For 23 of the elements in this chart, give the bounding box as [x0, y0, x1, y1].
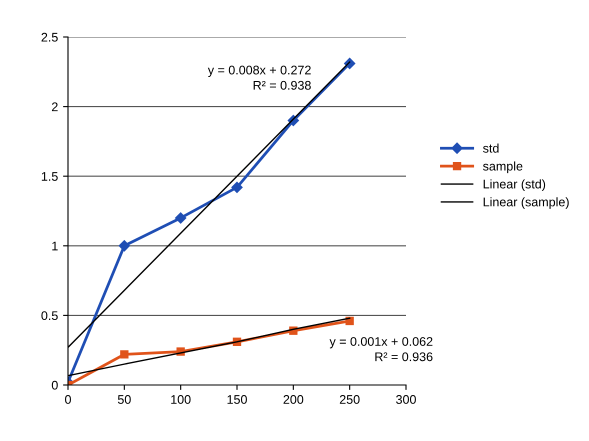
y-tick-label: 1 — [52, 242, 58, 250]
legend-label: sample — [483, 161, 522, 174]
y-tick-label: 1.5 — [42, 172, 58, 181]
x-tick-label: 0 — [65, 395, 71, 404]
legend-label: Linear (std) — [484, 179, 546, 191]
point — [120, 350, 128, 359]
point — [175, 212, 186, 224]
annotation: y = 0.001x + 0.062 R² = 0.936 — [330, 337, 432, 362]
y-tick-label: 0 — [52, 380, 58, 390]
x-tick-label: 250 — [340, 395, 360, 404]
x-tick-label: 200 — [284, 395, 304, 404]
annotation: y = 0.008x + 0.272 R² = 0.938 — [208, 66, 311, 90]
legend-label: std — [483, 144, 499, 153]
x-tick-label: 50 — [118, 395, 131, 404]
y-tick-label: 0.5 — [41, 311, 58, 320]
legend-label: Linear (sample) — [484, 197, 569, 209]
x-tick-label: 300 — [396, 395, 416, 404]
point — [118, 240, 130, 252]
x-tick-label: 150 — [228, 395, 247, 404]
y-tick-label: 2 — [52, 102, 58, 112]
y-tick-label: 2.5 — [42, 32, 58, 42]
x-tick-label: 100 — [171, 395, 191, 404]
point — [231, 182, 243, 193]
